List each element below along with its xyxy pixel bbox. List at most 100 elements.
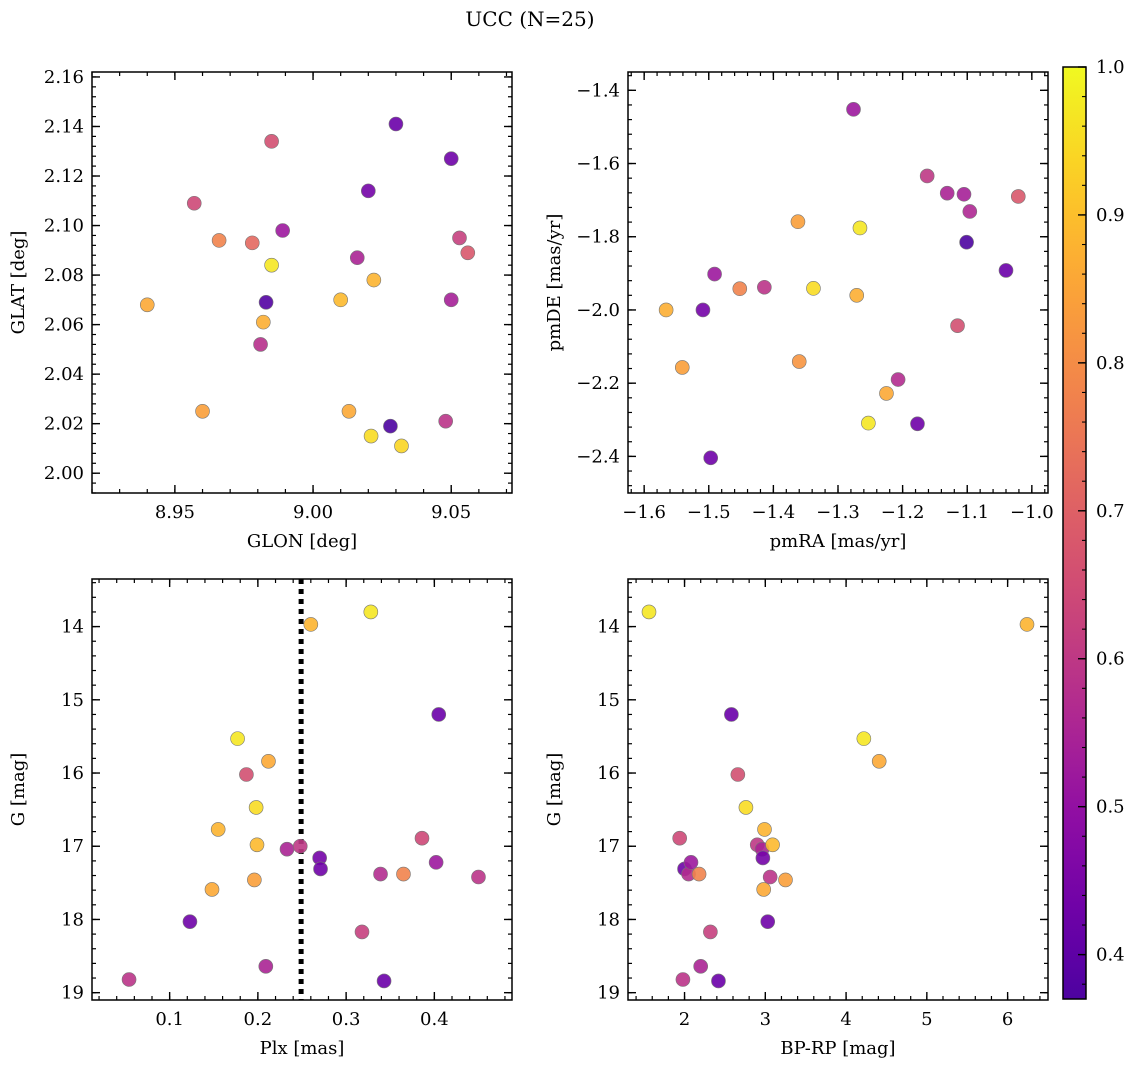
scatter-point [363,428,379,444]
y-tick-label: 18 [597,909,620,930]
scatter-point [182,914,198,929]
x-tick-label: −1.5 [687,502,731,523]
scatter-point [239,767,254,782]
y-tick-label: 16 [597,763,620,784]
x-tick-label: 8.95 [155,502,195,523]
x-tick-label: 0.4 [420,1009,449,1030]
scatter-point [230,731,245,746]
scatter-point [959,234,974,250]
colorbar-bar [1062,66,1087,1000]
scatter-point [939,185,955,201]
x-tick-label: −1.4 [752,502,796,523]
scatter-point [879,386,894,401]
scatter-point [443,292,459,308]
y-tick-label: 2.02 [44,414,84,435]
scatter-point [303,617,319,632]
colorbar-tick-label: 0.5 [1096,797,1125,818]
scatter-panel-bottom-left: 0.1 0.2 0.3 0.4 14 15 16 17 18 19 Plx [mas] G [mag] [8,578,513,1059]
scatter-point [919,168,935,184]
scatter-point [998,263,1014,278]
scatter-point [333,292,348,308]
y-tick-label: −2.0 [576,300,620,321]
scatter-panel-top-right: −1.6 −1.5 −1.4 −1.3 −1.2 −1.1 −1.0 −2.4 −2.2 −2.0… [544,71,1054,552]
scatter-point [396,866,411,882]
scatter-point [730,767,746,782]
x-tick-label: −1.0 [1010,502,1054,523]
y-tick-label: 19 [597,983,620,1004]
x-tick-label: 0.3 [332,1009,361,1030]
scatter-point [1019,617,1035,632]
axes-frame [91,71,513,494]
scatter-point [641,604,657,620]
y-tick-label: −1.8 [576,227,620,248]
scatter-point [675,972,691,987]
y-tick-label: 2.10 [44,216,84,237]
y-tick-label: 2.16 [44,67,84,88]
scatter-point [732,281,748,297]
scatter-point [711,973,726,989]
scatter-point [253,337,268,352]
scatter-point [443,151,459,166]
major-ticks [628,72,1048,493]
colorbar: 0.4 0.5 0.6 0.7 0.8 0.9 1.0 [1062,57,1125,1000]
major-ticks [628,579,1048,1000]
scatter-point [186,195,202,211]
y-tick-label: 17 [597,836,620,857]
x-tick-label: 4 [840,1009,851,1030]
y-axis-label: G [mag] [544,753,565,826]
scatter-point [762,869,778,885]
scatter-points [139,116,476,454]
scatter-point [846,102,861,117]
scatter-point [861,415,876,431]
y-tick-label: −2.4 [576,446,620,467]
scatter-point [849,288,865,303]
y-tick-label: 15 [597,690,620,711]
x-axis-label: pmRA [mas/yr] [770,531,907,552]
y-tick-label: 2.00 [44,463,84,484]
x-tick-label: 5 [921,1009,932,1030]
y-tick-label: 2.12 [44,166,84,187]
scatter-point [693,959,708,974]
scatter-point [674,360,690,375]
x-tick-label: 9.00 [293,502,333,523]
y-tick-label: −1.4 [576,80,620,101]
scatter-point [275,223,290,238]
x-tick-label: 3 [760,1009,771,1030]
scatter-point [806,281,821,296]
scatter-point [341,403,357,419]
x-axis-label: BP-RP [mag] [780,1038,895,1059]
y-tick-label: 2.06 [44,315,84,336]
scatter-point [376,973,392,989]
y-tick-label: 2.08 [44,265,84,286]
y-axis-label: pmDE [mas/yr] [544,214,565,352]
scatter-point [414,830,430,846]
x-tick-label: 0.1 [155,1009,184,1030]
scatter-point [431,707,447,722]
scatter-point [244,235,260,251]
scatter-point [703,450,719,466]
x-tick-label: 9.05 [431,502,471,523]
axes-frame [627,578,1049,1001]
scatter-point [757,279,772,295]
scatter-point [755,850,771,866]
colorbar-tick-label: 0.8 [1096,353,1125,374]
y-axis-label: GLAT [deg] [8,231,29,335]
y-tick-label: −1.6 [576,154,620,175]
y-tick-label: 17 [61,836,84,857]
scatter-point [852,220,868,236]
colorbar-tick-label: 0.4 [1096,945,1125,966]
scatter-point [1010,189,1026,204]
y-tick-label: 15 [61,690,84,711]
y-tick-label: −2.2 [576,373,620,394]
scatter-point [890,372,906,387]
scatter-panel-top-left: 8.95 9.00 9.05 2.00 2.02 2.04 2.06 2.08 2.10 2.12… [8,67,513,552]
scatter-point [394,438,409,454]
scatter-point [279,841,295,857]
colorbar-tick-label: 0.9 [1096,205,1125,226]
scatter-point [388,116,404,132]
scatter-point [373,866,388,882]
scatter-point [707,266,722,282]
scatter-point [790,214,806,230]
scatter-point [121,972,137,987]
